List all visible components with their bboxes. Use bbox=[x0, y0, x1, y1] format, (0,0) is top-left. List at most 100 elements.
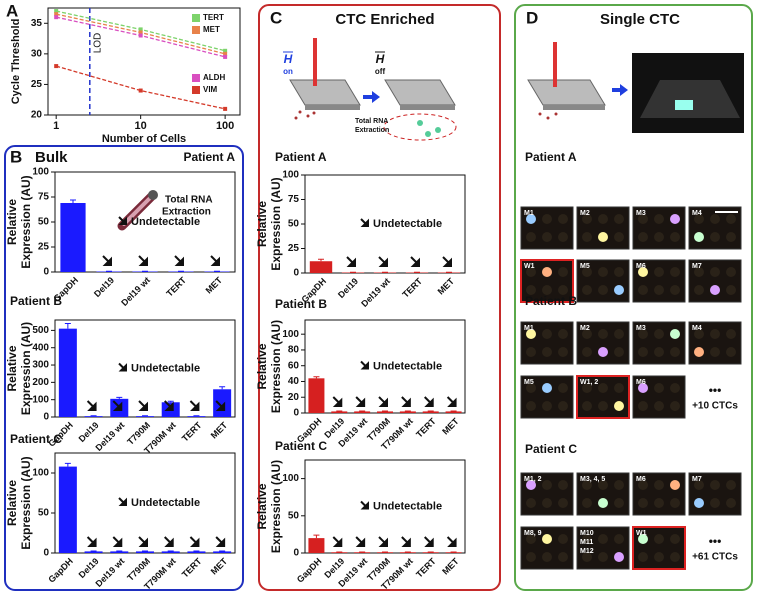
chamber bbox=[638, 401, 648, 411]
y-tick-label: 50 bbox=[38, 217, 50, 228]
chart-title: Patient B bbox=[275, 297, 327, 311]
cell bbox=[614, 285, 624, 295]
chart-title: Patient C bbox=[10, 432, 62, 446]
chamber bbox=[558, 534, 568, 544]
y-tick-label: 0 bbox=[43, 548, 49, 559]
bar bbox=[308, 378, 325, 413]
chamber bbox=[542, 498, 552, 508]
point bbox=[54, 9, 59, 14]
y-axis-label: Relative bbox=[5, 480, 19, 526]
chamber bbox=[614, 347, 624, 357]
bar bbox=[58, 466, 77, 553]
chamber bbox=[710, 480, 720, 490]
cell bbox=[638, 534, 648, 544]
chamber bbox=[598, 285, 608, 295]
point bbox=[54, 64, 59, 69]
bar bbox=[96, 271, 122, 272]
bar bbox=[377, 552, 393, 553]
y-tick-label: 40 bbox=[288, 376, 300, 387]
chamber bbox=[726, 498, 736, 508]
chamber bbox=[654, 267, 664, 277]
chamber bbox=[726, 232, 736, 242]
bar bbox=[422, 411, 439, 413]
x-tick-label: MET bbox=[209, 420, 230, 441]
x-tick-label: MET bbox=[440, 556, 461, 577]
chamber bbox=[598, 267, 608, 277]
y-tick-label: 50 bbox=[38, 508, 50, 519]
error-bar bbox=[116, 396, 123, 399]
chamber bbox=[526, 401, 536, 411]
point bbox=[223, 54, 228, 59]
y-axis-label: Cycle Threshold bbox=[10, 19, 22, 105]
y-tick-label: 75 bbox=[288, 194, 300, 205]
y-axis-label: Expression (AU) bbox=[19, 175, 33, 268]
chamber bbox=[654, 347, 664, 357]
field-symbol: H bbox=[284, 52, 293, 66]
chamber bbox=[526, 267, 536, 277]
chamber bbox=[638, 552, 648, 562]
x-tick-label: MET bbox=[204, 275, 225, 296]
chamber bbox=[614, 498, 624, 508]
chamber bbox=[582, 267, 592, 277]
chamber bbox=[710, 329, 720, 339]
y-tick-label: 20 bbox=[288, 392, 300, 403]
chamber bbox=[654, 329, 664, 339]
tile-label: M3 bbox=[636, 210, 646, 217]
undetectable-arrow bbox=[332, 396, 343, 407]
undetectable-arrow bbox=[355, 536, 366, 547]
y-tick-label: 25 bbox=[38, 242, 50, 253]
cell bbox=[542, 534, 552, 544]
undetectable-arrow bbox=[174, 255, 184, 266]
cell bbox=[638, 383, 648, 393]
y-tick-label: 0 bbox=[293, 268, 299, 279]
undetectable-arrow bbox=[424, 536, 434, 547]
annotation-arrow bbox=[118, 216, 127, 225]
chamber bbox=[694, 329, 704, 339]
y-tick-label: 100 bbox=[32, 394, 49, 405]
tile-label: M4 bbox=[692, 325, 702, 332]
chamber bbox=[614, 267, 624, 277]
chamber bbox=[558, 498, 568, 508]
chamber bbox=[526, 534, 536, 544]
chamber bbox=[670, 401, 680, 411]
x-tick-label: TERT bbox=[414, 416, 438, 440]
undetectable-arrow bbox=[346, 256, 356, 267]
chamber bbox=[638, 498, 648, 508]
undetectable-arrow bbox=[189, 536, 200, 547]
chamber bbox=[542, 232, 552, 242]
diagram-text: Total RNA bbox=[165, 195, 213, 206]
point bbox=[223, 51, 228, 56]
chamber bbox=[638, 480, 648, 490]
chamber bbox=[614, 534, 624, 544]
chamber bbox=[726, 267, 736, 277]
chamber bbox=[598, 214, 608, 224]
error-bar bbox=[313, 376, 320, 379]
bar bbox=[161, 551, 180, 553]
chart-title: Patient A bbox=[183, 150, 235, 164]
undetectable-arrow bbox=[86, 536, 97, 547]
bar bbox=[84, 551, 103, 553]
bar bbox=[354, 552, 371, 553]
undetectable-arrow bbox=[446, 396, 457, 407]
chamber bbox=[654, 214, 664, 224]
chamber bbox=[638, 329, 648, 339]
tile-label: M1 bbox=[524, 210, 534, 217]
bar bbox=[354, 411, 371, 413]
cell bbox=[598, 232, 608, 242]
chamber bbox=[558, 214, 568, 224]
chamber bbox=[558, 401, 568, 411]
tile-label: M1, 2 bbox=[524, 476, 542, 483]
more-label: +61 CTCs bbox=[692, 552, 738, 563]
chamber bbox=[670, 347, 680, 357]
cell bbox=[670, 214, 680, 224]
x-tick-label: Del19 wt bbox=[359, 276, 392, 309]
panel-label: B bbox=[10, 147, 22, 166]
x-tick-label: Del19 bbox=[336, 276, 360, 300]
chamber bbox=[542, 329, 552, 339]
chamber bbox=[638, 347, 648, 357]
cell bbox=[694, 232, 704, 242]
tile-label: M6 bbox=[636, 476, 646, 483]
annotation: Undetectable bbox=[373, 500, 442, 512]
chart-title: Patient C bbox=[275, 439, 327, 453]
